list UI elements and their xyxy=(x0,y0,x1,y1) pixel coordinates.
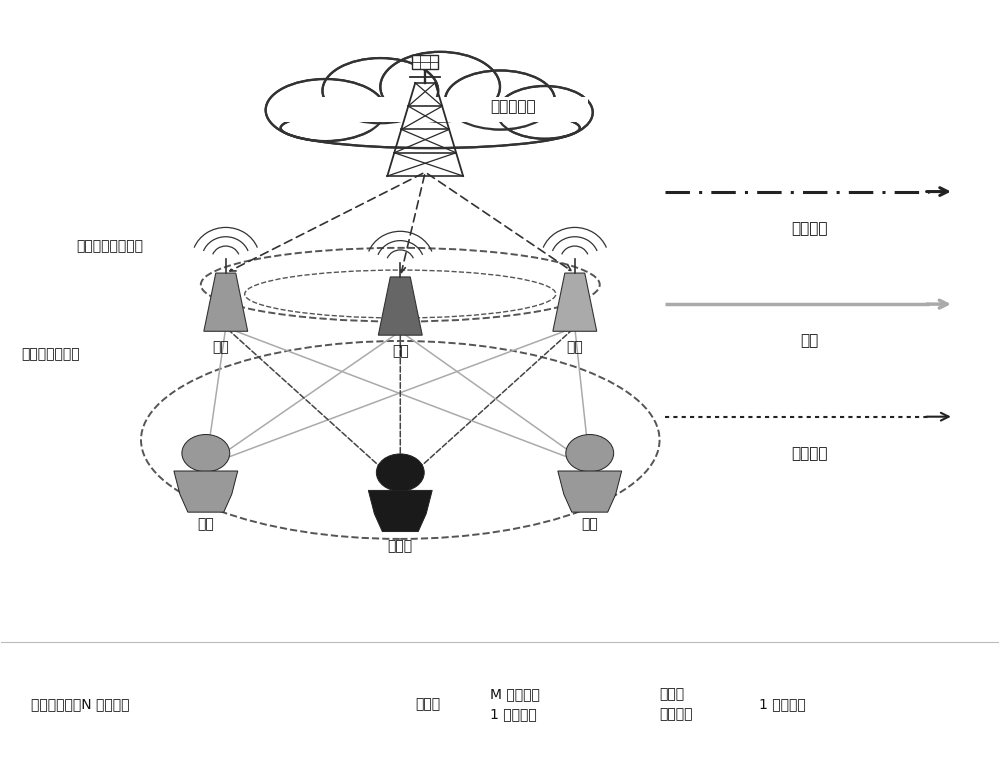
Text: 中央处理器：N 发射天线: 中央处理器：N 发射天线 xyxy=(31,697,130,711)
Circle shape xyxy=(182,435,230,472)
Polygon shape xyxy=(558,471,622,512)
Text: 中央处理器: 中央处理器 xyxy=(490,99,536,114)
Ellipse shape xyxy=(296,99,565,132)
Polygon shape xyxy=(204,273,248,331)
Text: 毫米波接入链路: 毫米波接入链路 xyxy=(21,347,80,361)
Polygon shape xyxy=(553,273,597,331)
Polygon shape xyxy=(273,97,588,122)
Text: 人工噪声: 人工噪声 xyxy=(791,446,827,461)
Text: 组播信号: 组播信号 xyxy=(791,221,827,236)
Text: 基站: 基站 xyxy=(212,340,229,354)
Circle shape xyxy=(376,454,424,492)
Ellipse shape xyxy=(497,86,593,139)
Ellipse shape xyxy=(445,70,555,129)
Text: 1 接收天线: 1 接收天线 xyxy=(759,697,806,711)
Text: 信号: 信号 xyxy=(800,333,818,349)
Ellipse shape xyxy=(266,79,385,141)
Polygon shape xyxy=(266,89,595,126)
Text: 微波组播前传链路: 微波组播前传链路 xyxy=(76,239,143,253)
Bar xyxy=(412,55,438,69)
Text: 基站: 基站 xyxy=(392,344,409,358)
Text: 1 接收天线: 1 接收天线 xyxy=(490,707,537,721)
Text: 基站: 基站 xyxy=(566,340,583,354)
Ellipse shape xyxy=(281,108,580,148)
Circle shape xyxy=(566,435,614,472)
Ellipse shape xyxy=(380,52,500,122)
Polygon shape xyxy=(378,277,422,335)
Ellipse shape xyxy=(322,58,438,123)
Polygon shape xyxy=(174,471,238,512)
Text: 用户: 用户 xyxy=(581,517,598,531)
Polygon shape xyxy=(368,491,432,531)
Text: 监听者：: 监听者： xyxy=(660,707,693,721)
Text: 基站：: 基站： xyxy=(415,697,440,711)
Text: 监听者: 监听者 xyxy=(388,539,413,553)
Text: 用户：: 用户： xyxy=(660,687,685,701)
Text: M 发射天线: M 发射天线 xyxy=(490,687,540,701)
Text: 用户: 用户 xyxy=(197,517,214,531)
Polygon shape xyxy=(266,94,595,122)
